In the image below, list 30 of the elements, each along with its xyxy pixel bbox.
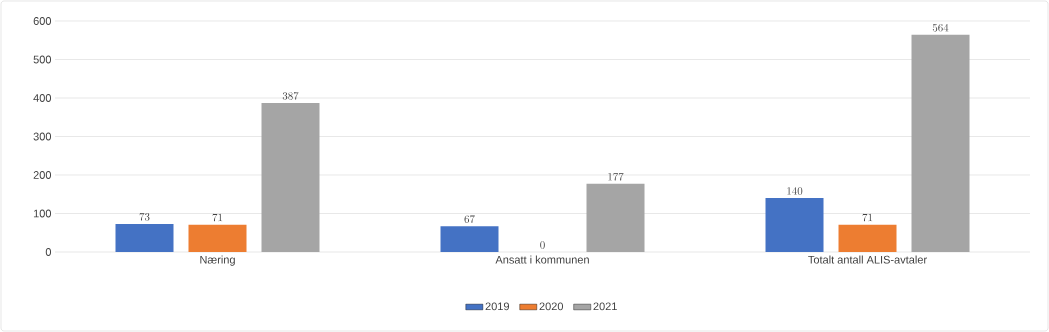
data-label: 140 xyxy=(787,187,803,195)
y-tick-label: 300 xyxy=(33,132,52,141)
data-label: 0 xyxy=(540,241,545,249)
x-tick-label: Ansatt i kommunen xyxy=(495,255,589,264)
data-label: 73 xyxy=(139,212,150,221)
x-tick-label: Totalt antall ALIS-avtaler xyxy=(808,255,927,264)
y-tick-label: 600 xyxy=(33,17,52,25)
data-label: 71 xyxy=(212,213,223,222)
x-tick-label: Næring xyxy=(200,255,235,266)
legend-label: 2020 xyxy=(539,302,564,311)
y-tick-label: 100 xyxy=(33,209,52,218)
bar xyxy=(261,103,320,252)
data-label: 71 xyxy=(862,213,873,222)
bar xyxy=(765,198,824,252)
y-tick-label: 400 xyxy=(33,94,52,102)
data-label: 564 xyxy=(932,23,949,32)
data-label: 177 xyxy=(608,172,624,181)
bar xyxy=(440,226,499,252)
y-tick-label: 200 xyxy=(33,171,52,179)
legend-label: 2019 xyxy=(485,302,510,311)
bar xyxy=(911,34,970,252)
y-tick-label: 0 xyxy=(45,248,52,256)
bar xyxy=(838,224,897,252)
bar xyxy=(188,224,247,252)
y-tick-label: 500 xyxy=(33,55,52,64)
bar xyxy=(586,183,645,252)
data-label: 67 xyxy=(464,215,475,223)
legend-label: 2021 xyxy=(593,302,617,311)
bar xyxy=(115,223,174,252)
data-label: 387 xyxy=(282,92,299,100)
